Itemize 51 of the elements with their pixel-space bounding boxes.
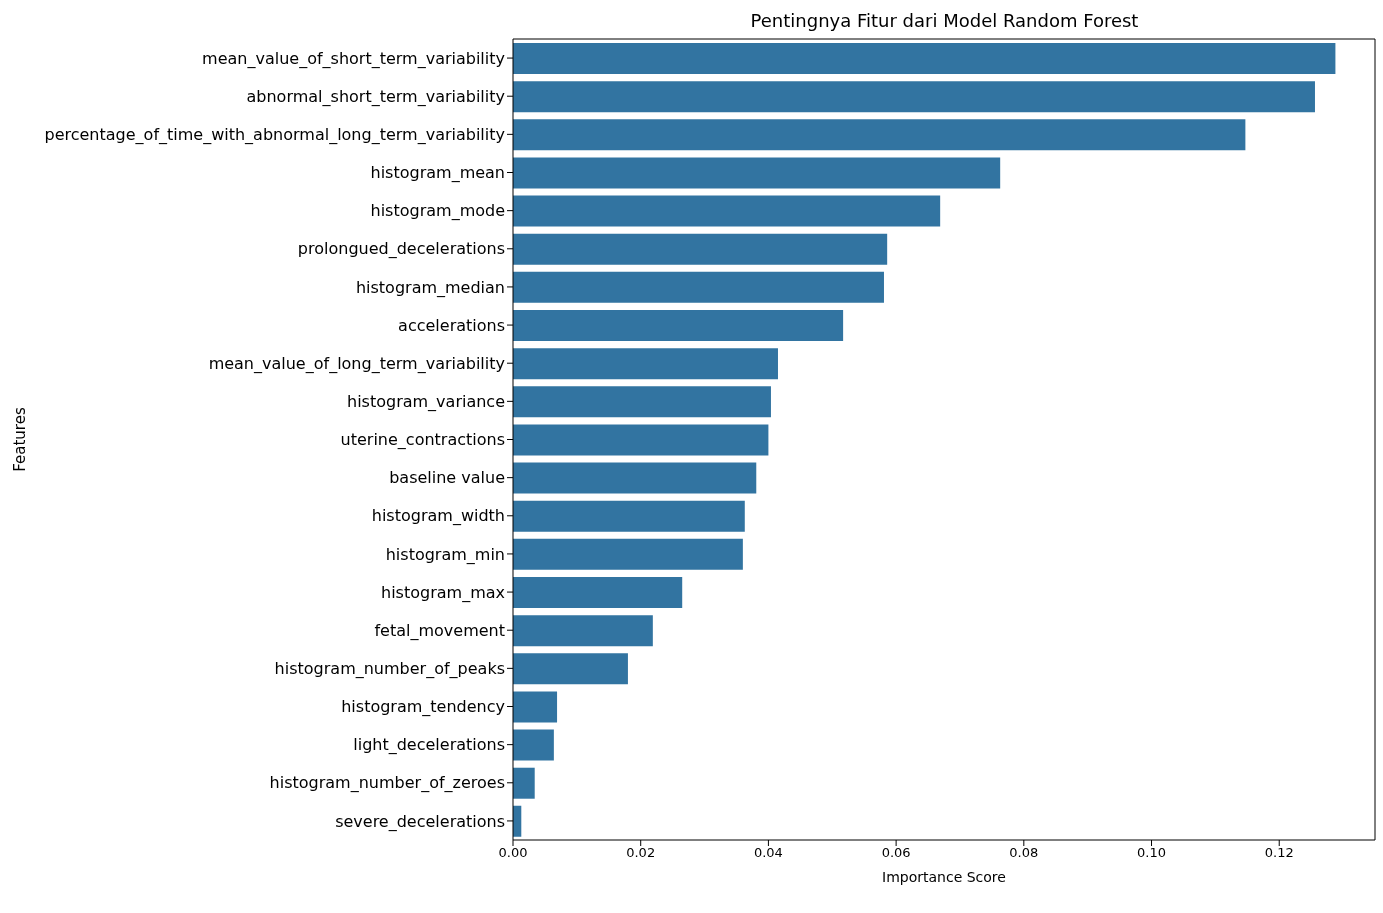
- y-tick-label: mean_value_of_short_term_variability: [202, 48, 505, 69]
- y-tick-label: histogram_min: [385, 544, 505, 565]
- y-tick-label: percentage_of_time_with_abnormal_long_term_variability: [44, 125, 505, 146]
- y-tick-label: histogram_number_of_peaks: [274, 659, 505, 680]
- x-tick-label: 0.04: [753, 845, 783, 861]
- x-tick-label: 0.12: [1264, 845, 1294, 861]
- x-tick-label: 0.06: [881, 845, 911, 861]
- x-tick-label: 0.00: [498, 845, 528, 861]
- y-tick-label: mean_value_of_long_term_variability: [208, 353, 505, 374]
- chart-title: Pentingnya Fitur dari Model Random Forest: [749, 9, 1140, 33]
- y-tick-label: severe_decelerations: [335, 811, 505, 832]
- bar: [513, 386, 771, 418]
- bar: [513, 767, 535, 799]
- bar: [513, 538, 743, 570]
- y-tick-label: accelerations: [398, 315, 505, 335]
- y-tick-label: baseline value: [389, 468, 505, 488]
- y-tick-label: histogram_width: [371, 506, 505, 527]
- y-axis-title: Features: [11, 407, 30, 472]
- bar: [513, 729, 554, 761]
- bar: [513, 615, 653, 647]
- x-axis-title: Importance Score: [882, 869, 1006, 885]
- bar: [513, 424, 769, 456]
- bar: [513, 691, 558, 723]
- bar: [513, 43, 1336, 74]
- y-tick-label: histogram_max: [381, 582, 505, 603]
- bar: [513, 500, 745, 532]
- y-tick-label: light_decelerations: [353, 735, 505, 756]
- y-tick-label: histogram_tendency: [341, 697, 505, 718]
- y-tick-label: prolongued_decelerations: [297, 239, 505, 260]
- bar: [513, 310, 844, 341]
- x-tick-label: 0.10: [1137, 845, 1166, 861]
- bar: [513, 271, 884, 303]
- y-tick-label: uterine_contractions: [340, 430, 505, 451]
- bar: [513, 195, 941, 227]
- bar: [513, 233, 888, 265]
- y-tick-label: histogram_number_of_zeroes: [269, 773, 505, 794]
- x-tick-label: 0.08: [1009, 845, 1039, 861]
- y-tick-label: histogram_variance: [347, 392, 505, 413]
- bar: [513, 653, 628, 685]
- bar: [513, 81, 1315, 113]
- y-tick-label: abnormal_short_term_variability: [246, 86, 505, 107]
- x-tick-label: 0.02: [626, 845, 656, 861]
- y-tick-label: histogram_mean: [370, 163, 505, 184]
- bar: [513, 462, 757, 494]
- bar: [513, 119, 1246, 151]
- bar: [513, 348, 778, 380]
- bar: [513, 577, 683, 608]
- y-tick-label: histogram_median: [355, 277, 505, 298]
- bar: [513, 157, 1001, 189]
- y-tick-label: histogram_mode: [370, 201, 505, 222]
- y-tick-label: fetal_movement: [374, 620, 505, 641]
